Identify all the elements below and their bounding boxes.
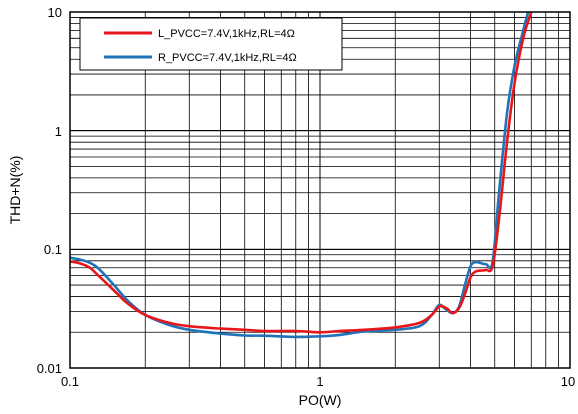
legend-box [79,17,343,71]
plot-frame [69,11,571,369]
y-tick-1: 1 [55,124,62,139]
legend-label-r: R_PVCC=7.4V,1kHz,RL=4Ω [158,52,297,64]
x-tick-1: 1 [316,374,323,389]
tick-labels: 10 1 0.1 0.01 0.1 1 10 [37,5,576,389]
legend: L_PVCC=7.4V,1kHz,RL=4Ω R_PVCC=7.4V,1kHz,… [79,17,343,71]
x-axis-label: PO(W) [299,392,342,408]
y-tick-0-1: 0.1 [44,242,62,257]
y-tick-0-01: 0.01 [37,361,62,376]
series-group [69,11,533,339]
x-tick-10: 10 [561,374,575,389]
y-tick-10: 10 [48,5,62,20]
x-tick-0-1: 0.1 [61,374,79,389]
legend-label-l: L_PVCC=7.4V,1kHz,RL=4Ω [158,28,295,40]
y-axis-label: THD+N(%) [7,156,23,225]
series-line-l [69,11,533,334]
